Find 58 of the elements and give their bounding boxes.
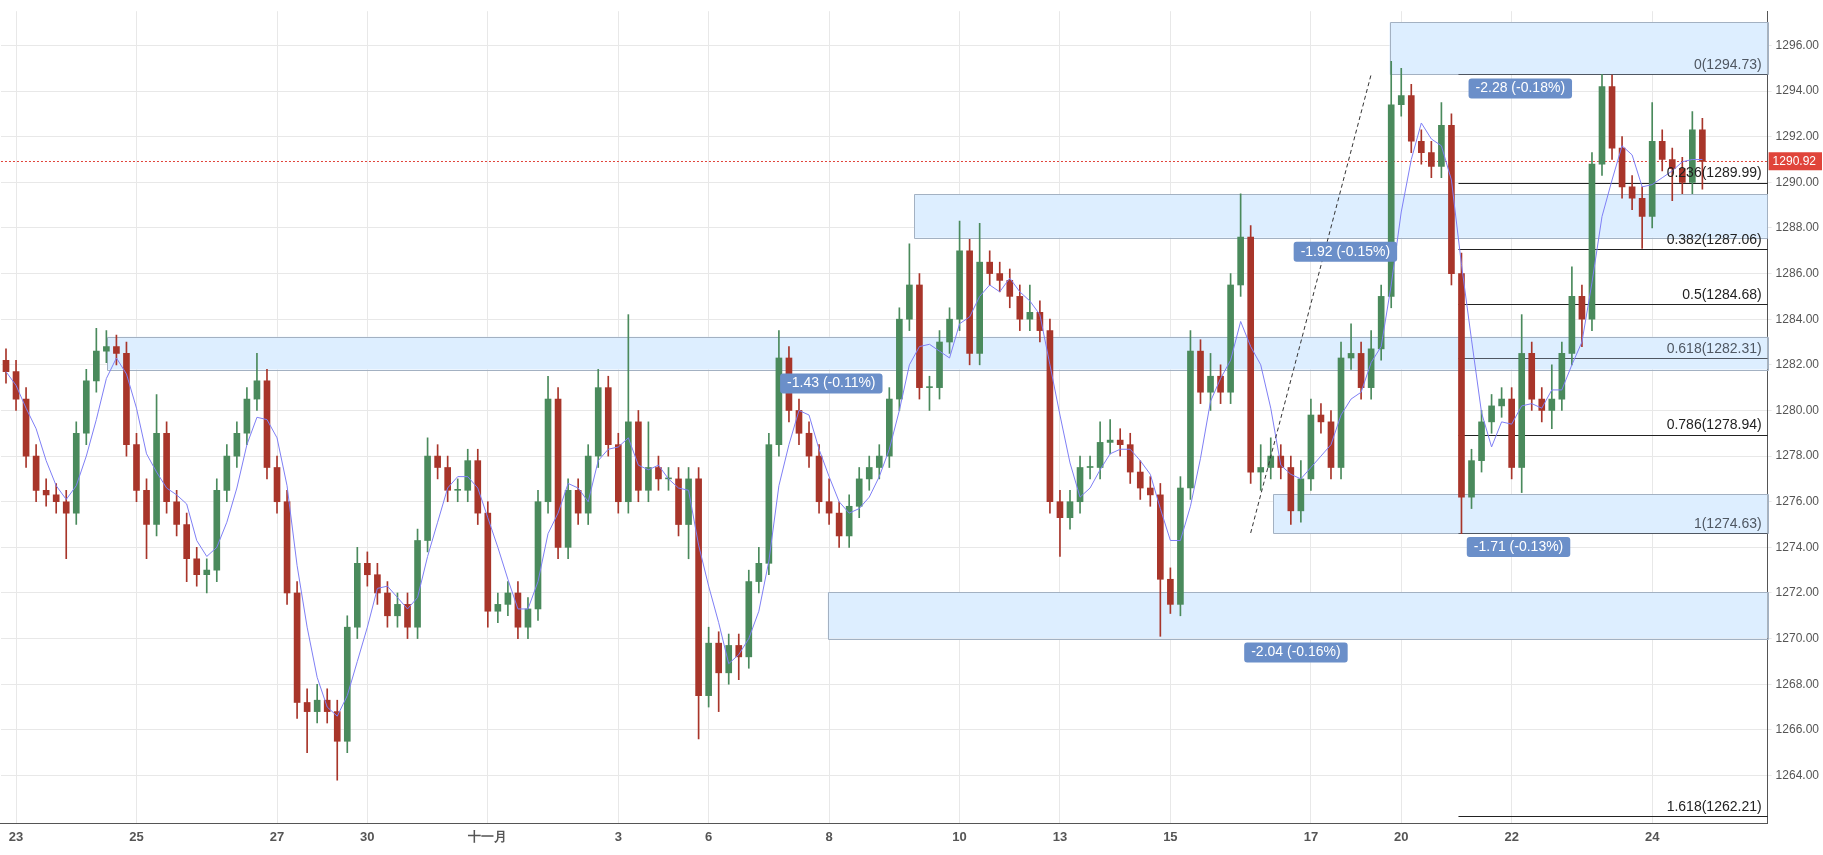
x-tick-label: 6 [705, 828, 713, 844]
x-tick-label: 8 [825, 828, 833, 844]
y-tick-label: 1280.00 [1775, 402, 1820, 417]
candlestick [1116, 428, 1124, 457]
ref-line-label: 0.618(1282.31) [1666, 339, 1762, 356]
y-tick-label: 1284.00 [1775, 311, 1820, 326]
y-tick-label: 1278.00 [1775, 448, 1820, 463]
x-tick-label: 25 [129, 828, 144, 844]
ref-line-label: 0.786(1278.94) [1666, 416, 1762, 433]
x-tick-label: 24 [1644, 828, 1661, 844]
band-label: -1.92 (-0.15%) [1300, 242, 1391, 259]
ref-line-label: 1(1274.63) [1693, 514, 1762, 531]
ref-line-label: 0.382(1287.06) [1666, 231, 1762, 248]
band-label: -1.71 (-0.13%) [1473, 537, 1564, 554]
x-tick-label: 15 [1163, 828, 1178, 844]
y-tick-label: 1264.00 [1775, 767, 1820, 782]
y-tick-label: 1268.00 [1775, 676, 1820, 691]
candlestick [203, 558, 211, 594]
x-tick-label: 23 [8, 828, 24, 844]
candlestick [1026, 284, 1034, 331]
candlestick [1548, 364, 1556, 430]
x-tick-label: 22 [1504, 828, 1519, 844]
x-tick-label: 十一月 [467, 828, 508, 844]
y-tick-label: 1274.00 [1775, 539, 1820, 554]
x-tick-label: 3 [614, 828, 622, 844]
ref-line-label: 0.5(1284.68) [1682, 285, 1762, 302]
y-tick-label: 1282.00 [1775, 357, 1820, 372]
ref-line-label: 1290.92 [1772, 153, 1817, 168]
band-label: -1.43 (-0.11%) [787, 374, 876, 391]
y-tick-label: 1290.00 [1775, 174, 1820, 189]
x-tick-label: 17 [1303, 828, 1319, 844]
y-tick-label: 1266.00 [1775, 722, 1820, 737]
x-tick-label: 13 [1052, 828, 1068, 844]
y-tick-label: 1294.00 [1775, 83, 1820, 98]
y-tick-label: 1292.00 [1775, 128, 1820, 143]
y-tick-label: 1276.00 [1775, 494, 1820, 509]
band-label: -2.04 (-0.16%) [1251, 643, 1341, 660]
candlestick [303, 688, 311, 754]
candlestick [1257, 444, 1265, 491]
band-label: -2.28 (-0.18%) [1475, 79, 1566, 96]
candlestick [1086, 455, 1094, 480]
candlestick [1106, 419, 1114, 455]
candlestick [1146, 476, 1154, 507]
ref-line-label: 0(1294.73) [1693, 56, 1762, 73]
candlestick [454, 478, 462, 503]
x-tick-label: 27 [269, 828, 285, 844]
y-tick-label: 1272.00 [1775, 585, 1820, 600]
candlestick [1397, 67, 1405, 117]
y-tick-label: 1288.00 [1775, 220, 1820, 235]
x-tick-label: 30 [360, 828, 375, 844]
x-tick-label: 20 [1394, 828, 1409, 844]
y-tick-label: 1270.00 [1775, 630, 1820, 645]
candlestick [62, 489, 70, 560]
y-tick-label: 1296.00 [1775, 37, 1820, 52]
y-tick-label: 1286.00 [1775, 265, 1820, 280]
ref-line-label: 1.618(1262.21) [1666, 798, 1762, 815]
candlestick [1056, 489, 1064, 557]
x-tick-label: 10 [952, 828, 967, 844]
